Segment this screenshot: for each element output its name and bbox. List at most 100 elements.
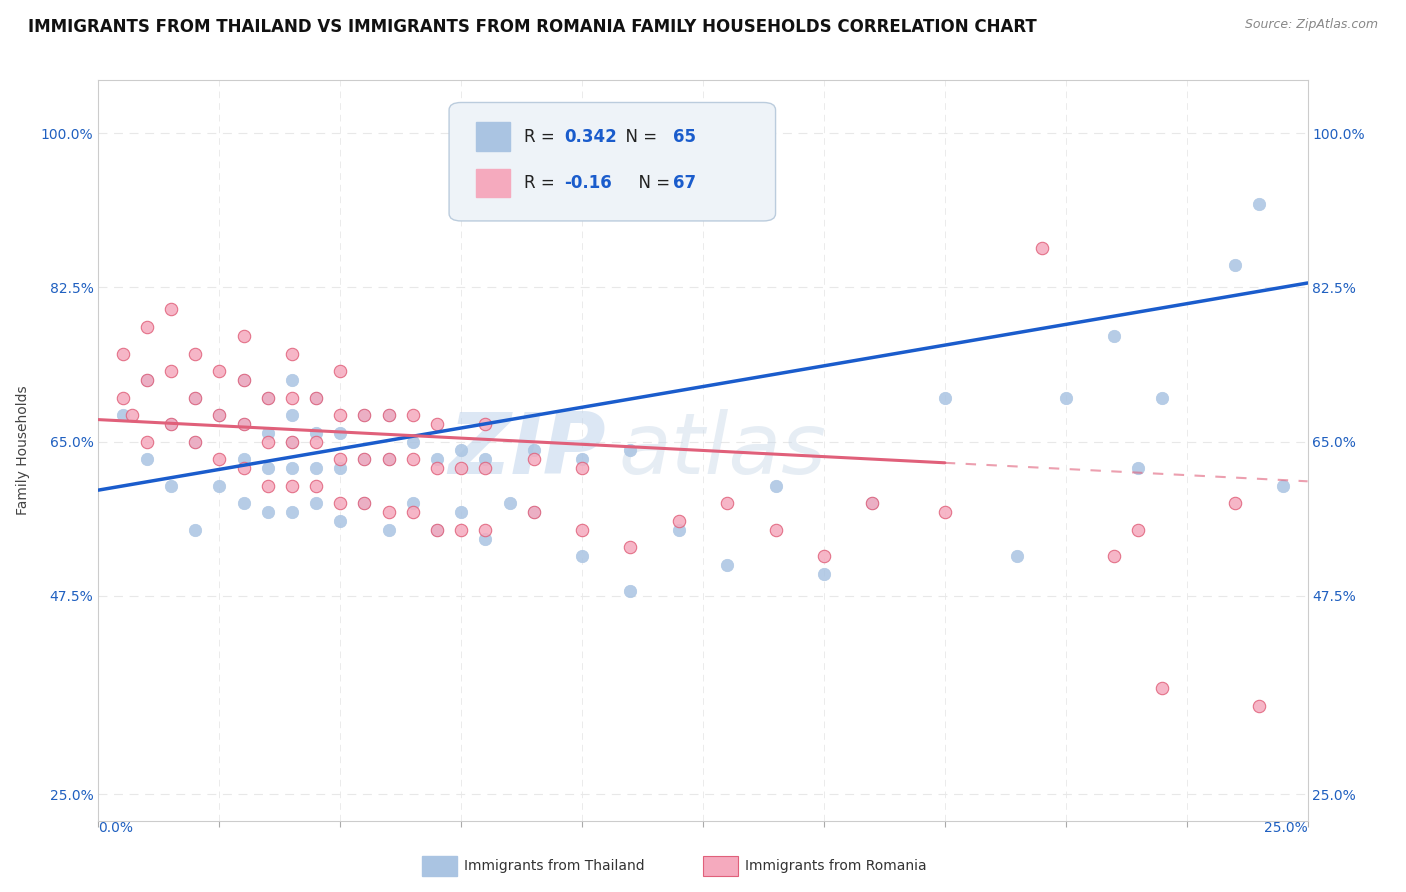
Point xyxy=(402,408,425,422)
Point xyxy=(281,505,304,519)
Point xyxy=(450,461,472,475)
Text: N =: N = xyxy=(628,174,675,192)
Point xyxy=(184,391,207,405)
Point xyxy=(765,479,787,493)
Text: -0.16: -0.16 xyxy=(564,174,612,192)
Point xyxy=(353,408,375,422)
Point xyxy=(571,461,593,475)
Point xyxy=(305,479,328,493)
Point xyxy=(716,558,738,572)
Point xyxy=(232,417,254,431)
Point xyxy=(160,364,183,378)
Point xyxy=(184,434,207,449)
Point xyxy=(377,408,399,422)
Point xyxy=(305,391,328,405)
Point xyxy=(305,461,328,475)
Text: IMMIGRANTS FROM THAILAND VS IMMIGRANTS FROM ROMANIA FAMILY HOUSEHOLDS CORRELATIO: IMMIGRANTS FROM THAILAND VS IMMIGRANTS F… xyxy=(28,18,1036,36)
Point xyxy=(934,391,956,405)
Text: atlas: atlas xyxy=(619,409,827,492)
Point xyxy=(619,584,641,599)
Point xyxy=(135,373,157,387)
FancyBboxPatch shape xyxy=(475,122,509,151)
Point xyxy=(377,505,399,519)
Point xyxy=(281,373,304,387)
Point xyxy=(160,417,183,431)
Point xyxy=(135,373,157,387)
Point xyxy=(1249,196,1271,211)
Point xyxy=(208,364,231,378)
Point xyxy=(1272,479,1295,493)
Point xyxy=(208,408,231,422)
Point xyxy=(353,452,375,467)
Point xyxy=(329,425,352,440)
Point xyxy=(256,479,278,493)
Point xyxy=(208,452,231,467)
Point xyxy=(474,452,496,467)
Point xyxy=(353,496,375,510)
Point xyxy=(305,425,328,440)
Point xyxy=(305,496,328,510)
Point xyxy=(571,523,593,537)
Point xyxy=(256,391,278,405)
Point xyxy=(160,417,183,431)
Point xyxy=(353,496,375,510)
Point xyxy=(474,461,496,475)
Point xyxy=(426,461,449,475)
Point xyxy=(281,391,304,405)
Text: ZIP: ZIP xyxy=(449,409,606,492)
Point xyxy=(668,514,690,528)
Point xyxy=(619,541,641,555)
Point xyxy=(668,523,690,537)
Point xyxy=(813,566,835,581)
Point xyxy=(160,302,183,317)
Y-axis label: Family Households: Family Households xyxy=(15,385,30,516)
Point xyxy=(329,364,352,378)
Point xyxy=(426,523,449,537)
Point xyxy=(281,461,304,475)
Point xyxy=(232,373,254,387)
Point xyxy=(111,408,134,422)
Text: 67: 67 xyxy=(672,174,696,192)
Point xyxy=(934,505,956,519)
Text: N =: N = xyxy=(614,128,662,145)
Text: 0.342: 0.342 xyxy=(564,128,617,145)
Point xyxy=(1249,699,1271,714)
FancyBboxPatch shape xyxy=(475,169,509,197)
Point xyxy=(305,434,328,449)
Point xyxy=(813,549,835,564)
Point xyxy=(305,391,328,405)
Point xyxy=(402,496,425,510)
Point xyxy=(329,514,352,528)
Point xyxy=(1031,241,1053,255)
Text: R =: R = xyxy=(524,128,560,145)
Point xyxy=(232,329,254,343)
Point xyxy=(474,523,496,537)
Point xyxy=(353,452,375,467)
Point xyxy=(329,452,352,467)
Point xyxy=(523,452,546,467)
Point xyxy=(184,346,207,360)
Point xyxy=(426,417,449,431)
Point xyxy=(256,461,278,475)
Point xyxy=(184,391,207,405)
Point xyxy=(1102,549,1125,564)
Point xyxy=(208,479,231,493)
Text: 0.0%: 0.0% xyxy=(98,821,134,835)
Point xyxy=(329,496,352,510)
Point xyxy=(450,443,472,458)
Point xyxy=(571,452,593,467)
Point xyxy=(402,452,425,467)
Text: 25.0%: 25.0% xyxy=(1264,821,1308,835)
Point xyxy=(329,408,352,422)
Text: Immigrants from Thailand: Immigrants from Thailand xyxy=(464,859,644,873)
Point xyxy=(716,496,738,510)
Point xyxy=(426,452,449,467)
Point xyxy=(232,496,254,510)
Point xyxy=(450,523,472,537)
Point xyxy=(619,443,641,458)
Point xyxy=(1223,259,1246,273)
Point xyxy=(232,417,254,431)
Point xyxy=(232,461,254,475)
Point xyxy=(765,523,787,537)
Point xyxy=(498,496,520,510)
